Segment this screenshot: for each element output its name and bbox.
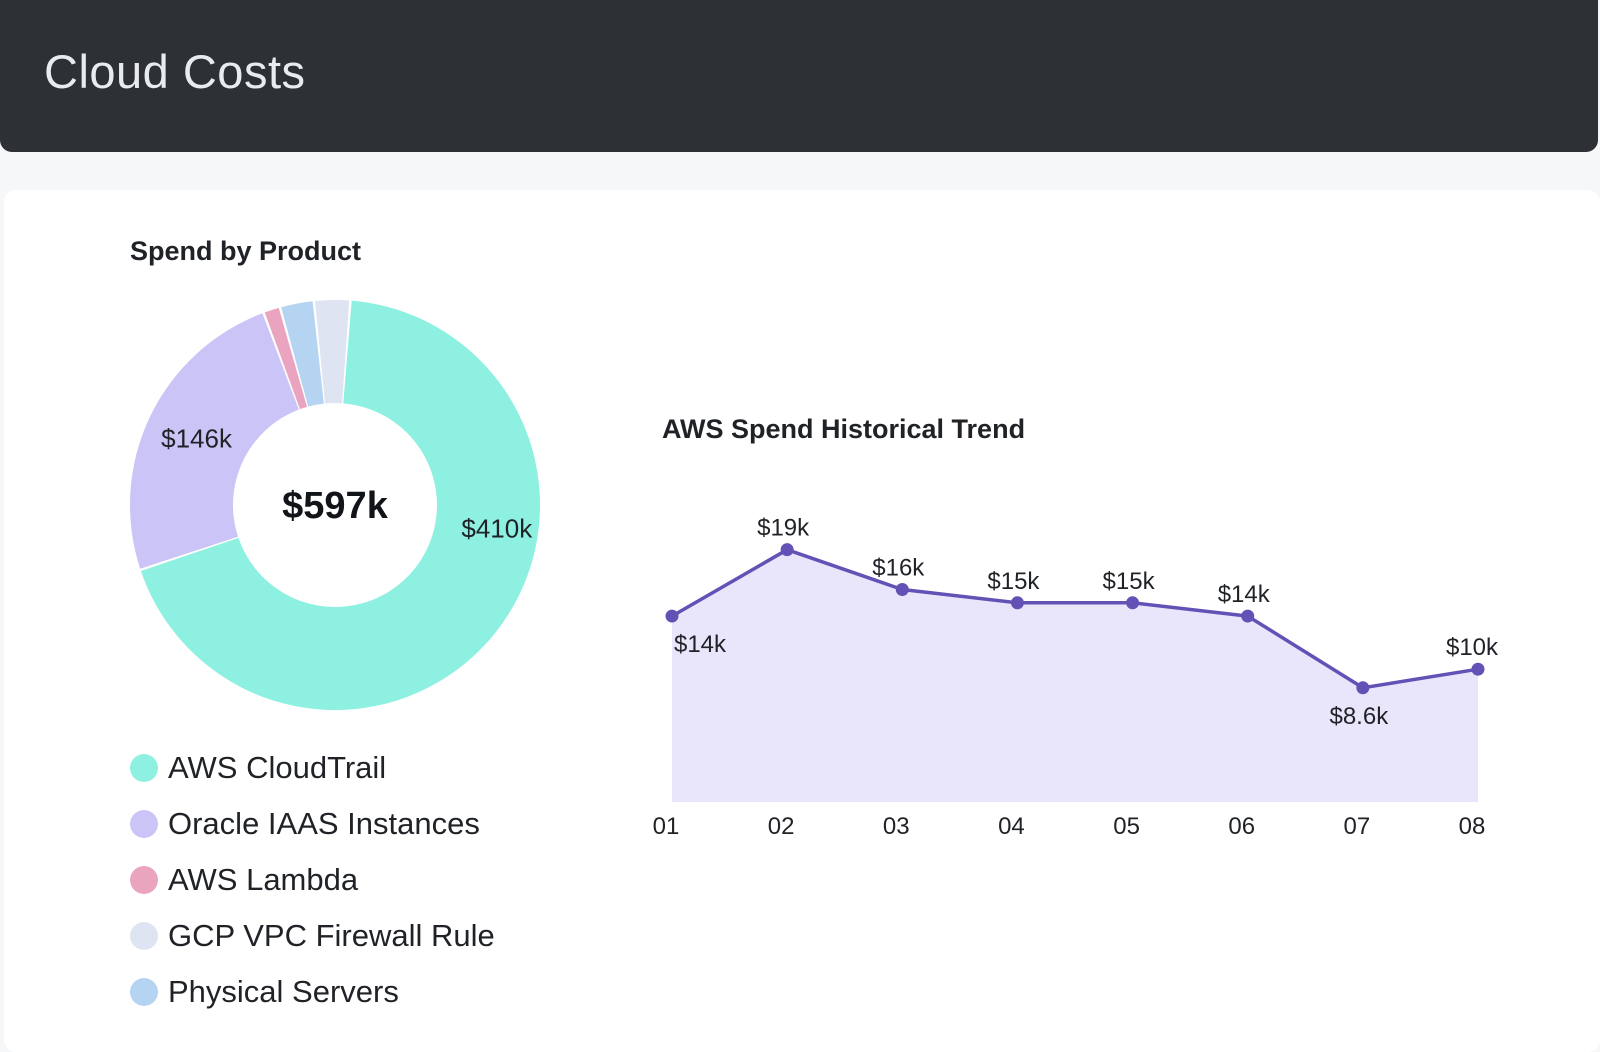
trend-point-value-label: $15k [987,568,1040,595]
page-title: Cloud Costs [44,45,306,98]
x-axis-tick-label: 06 [1228,813,1255,840]
x-axis-tick-label: 02 [768,813,795,840]
donut-slice-value-label: $410k [461,514,533,544]
legend-item[interactable]: AWS Lambda [130,852,495,908]
trend-point[interactable] [1471,662,1485,676]
x-axis-tick-label: 01 [653,813,680,840]
donut-slice-gcp-vpc-firewall-rule[interactable] [315,300,350,404]
spend-by-product-title: Spend by Product [130,236,362,266]
donut-slice-aws-cloudtrail[interactable] [140,300,540,710]
trend-point[interactable] [895,583,909,597]
donut-slice-oracle-iaas-instances[interactable] [130,313,299,569]
legend-swatch [130,978,158,1006]
legend-swatch [130,754,158,782]
x-axis-tick-label: 04 [998,813,1025,840]
trend-point[interactable] [1010,596,1024,610]
trend-area-fill [672,549,1478,802]
trend-point[interactable] [1126,596,1140,610]
trend-point[interactable] [1356,681,1370,695]
trend-point[interactable] [1241,609,1255,623]
x-axis-tick-label: 08 [1459,813,1486,840]
trend-point-value-label: $10k [1446,634,1499,661]
trend-point-value-label: $14k [1218,581,1271,608]
legend-item[interactable]: GCP VPC Firewall Rule [130,908,495,964]
trend-point-value-label: $14k [674,631,727,658]
donut-total-label: $597k [282,485,389,527]
legend-label: AWS Lambda [168,862,359,897]
legend-swatch [130,922,158,950]
legend-swatch [130,810,158,838]
trend-point-value-label: $16k [872,555,925,582]
legend-label: Physical Servers [168,974,399,1009]
x-axis-tick-label: 03 [883,813,910,840]
legend-item[interactable]: Physical Servers [130,964,495,1020]
spend-by-product-legend: AWS CloudTrail Oracle IAAS Instances AWS L… [130,740,495,1020]
trend-point[interactable] [780,543,794,557]
x-axis-tick-label: 05 [1113,813,1140,840]
donut-slice-aws-lambda[interactable] [264,307,308,410]
app-header: Cloud Costs [0,0,1598,152]
aws-spend-trend-chart: $14k 01 $19k 02 $16k 03 $15k 04 $15k 05 $14k 06 $8.6… [653,515,1499,840]
aws-spend-trend-title: AWS Spend Historical Trend [662,414,1026,444]
legend-swatch [130,866,158,894]
trend-point[interactable] [665,609,679,623]
trend-point-value-label: $8.6k [1329,703,1389,730]
legend-item[interactable]: AWS CloudTrail [130,740,495,796]
x-axis-tick-label: 07 [1344,813,1371,840]
legend-label: Oracle IAAS Instances [168,806,480,841]
trend-point-value-label: $19k [757,515,810,542]
legend-item[interactable]: Oracle IAAS Instances [130,796,495,852]
trend-point-value-label: $15k [1103,568,1156,595]
donut-slice-value-label: $146k [161,424,233,454]
donut-slice-physical-servers[interactable] [281,301,324,407]
spend-by-product-donut-chart: $410k $146k $597k [130,300,540,710]
legend-label: AWS CloudTrail [168,750,387,785]
legend-label: GCP VPC Firewall Rule [168,918,495,953]
trend-line [671,547,1479,690]
